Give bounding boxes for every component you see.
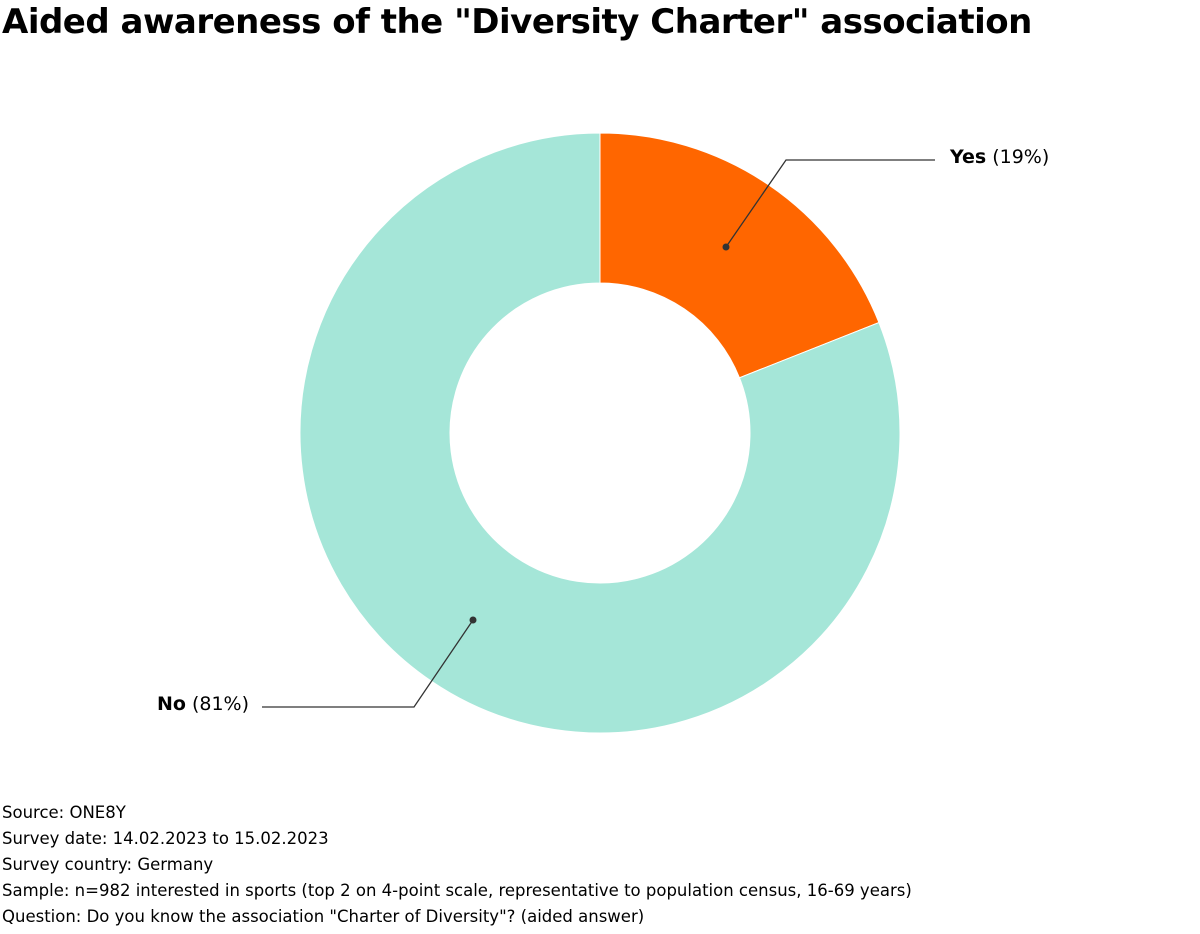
- slice-label-yes: Yes (19%): [949, 146, 1049, 168]
- slice-yes: [599, 132, 880, 379]
- slice-name-yes: Yes: [949, 146, 986, 168]
- leader-dot-no: [469, 616, 477, 624]
- slice-no: [299, 132, 901, 734]
- leader-line-yes: [725, 159, 935, 248]
- question-note: Question: Do you know the association "C…: [2, 907, 645, 926]
- survey-country-note: Survey country: Germany: [2, 855, 214, 874]
- footer-notes: Source: ONE8Y Survey date: 14.02.2023 to…: [2, 800, 912, 930]
- leader-line-no: [262, 619, 474, 708]
- sample-note: Sample: n=982 interested in sports (top …: [2, 881, 912, 900]
- leader-dot-yes: [722, 243, 730, 251]
- survey-date-note: Survey date: 14.02.2023 to 15.02.2023: [2, 829, 329, 848]
- slice-percent-yes: (19%): [992, 146, 1049, 168]
- donut-chart: Yes (19%) No (81%): [157, 132, 1049, 734]
- chart-title: Aided awareness of the "Diversity Charte…: [2, 2, 1032, 42]
- slice-percent-no: (81%): [192, 693, 249, 715]
- slice-label-no: No (81%): [157, 693, 249, 715]
- slice-name-no: No: [157, 693, 186, 715]
- source-note: Source: ONE8Y: [2, 803, 126, 822]
